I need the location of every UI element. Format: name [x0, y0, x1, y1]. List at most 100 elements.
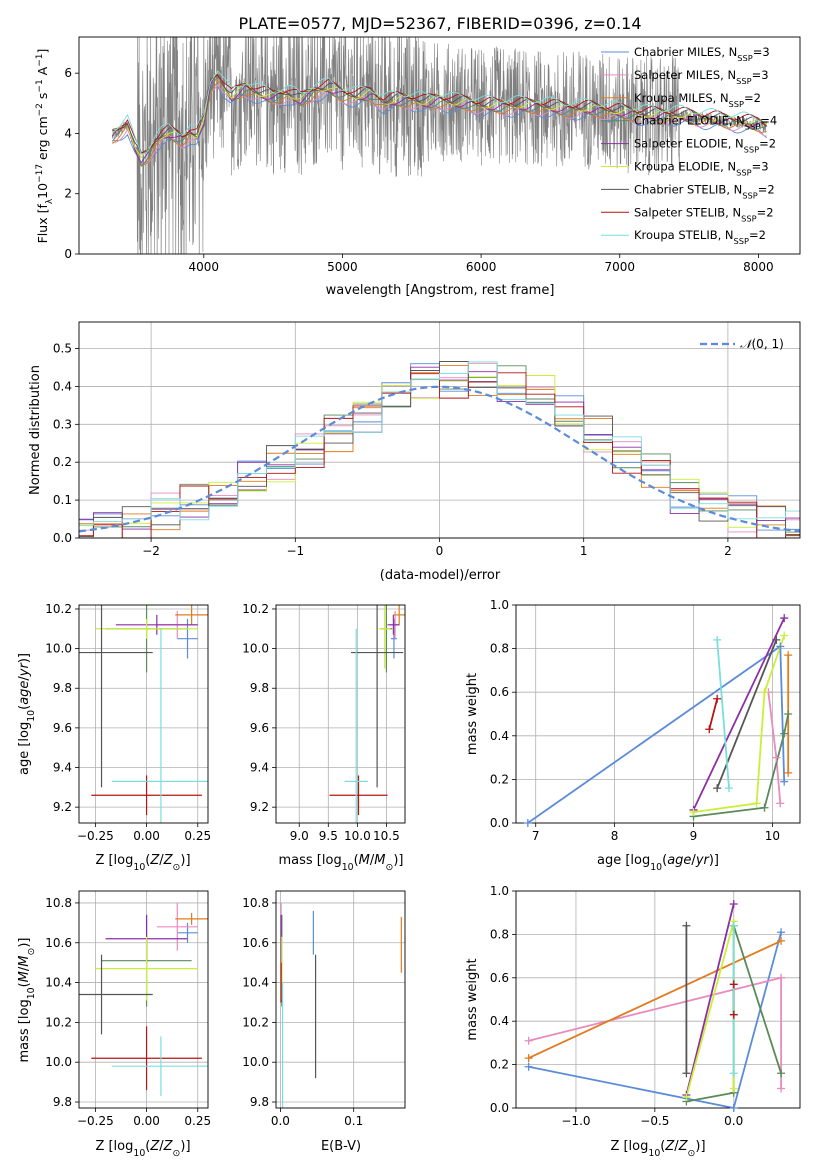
- x-tick-label: 8000: [743, 260, 774, 274]
- weight-marker: [776, 642, 785, 651]
- legend-entry-label: Salpeter MILES, NSSP=3: [634, 68, 769, 86]
- label-part: /: [691, 853, 696, 868]
- label-part: =2: [759, 137, 776, 151]
- label-part: mass [log: [279, 853, 342, 868]
- weight-vs-Z-x-label: Z [log10(Z/Z⊙)]: [610, 1139, 705, 1159]
- label-part: =2: [744, 91, 761, 105]
- y-tick-label: 4: [64, 126, 72, 140]
- legend-entry-label: Kroupa ELODIE, NSSP=3: [634, 160, 769, 178]
- x-tick-label: 7000: [604, 260, 635, 274]
- weight-marker: [713, 635, 722, 644]
- y-tick-label: 0.8: [490, 642, 509, 656]
- weight-marker: [780, 729, 789, 738]
- y-tick-label: 10.0: [45, 642, 72, 656]
- weight-series-line: [685, 903, 735, 1096]
- y-tick-label: 10.8: [45, 896, 72, 910]
- label-part: Salpeter MILES, N: [634, 68, 736, 82]
- label-part: SSP: [729, 99, 744, 109]
- age-vs-mass-frame: [275, 604, 406, 824]
- residuals-x-label: (data-model)/error: [380, 568, 501, 583]
- label-part: −1: [35, 79, 45, 92]
- label-part: Z [log: [95, 1139, 133, 1154]
- label-part: yr: [695, 853, 711, 868]
- label-part: 10: [133, 862, 145, 873]
- weight-marker: [760, 803, 769, 812]
- label-part: 10: [35, 183, 50, 199]
- label-part: yr: [17, 661, 32, 677]
- label-part: )]: [393, 853, 403, 868]
- y-tick-label: 9.4: [53, 761, 72, 775]
- legend-entry-label: Chabrier ELODIE, NSSP=4: [634, 114, 777, 132]
- label-part: ⊙: [26, 948, 37, 956]
- label-part: M: [374, 853, 385, 868]
- label-part: )]: [17, 653, 32, 663]
- weight-marker: [524, 1054, 533, 1063]
- legend-normal-label: 𝒩(0, 1): [740, 337, 784, 351]
- label-part: =2: [749, 228, 766, 242]
- spectrum-axes: 4000 5000 6000 7000 8000 0 2 4 6: [64, 36, 801, 274]
- weight-marker: [725, 784, 733, 793]
- label-part: (: [17, 982, 32, 987]
- weight-vs-age-frame: [515, 604, 801, 824]
- label-part: SSP: [736, 168, 751, 178]
- label-part: 10: [648, 1148, 660, 1159]
- y-tick-label: 0.4: [53, 379, 72, 393]
- x-tick-label: −1.0: [561, 1114, 590, 1128]
- weight-series-line: [693, 713, 790, 818]
- label-part: 10: [26, 987, 37, 999]
- legend-entry-label: Chabrier STELIB, NSSP=2: [634, 182, 775, 200]
- label-part: M: [17, 971, 32, 982]
- mass-vs-Z-axes: −0.25 0.00 0.25 9.8 10.0 10.2 10.4 10.6 10.8: [45, 890, 211, 1128]
- label-part: SSP: [737, 53, 752, 63]
- spectrum-model-line: [112, 73, 767, 154]
- y-tick-label: 9.8: [250, 1095, 269, 1109]
- y-tick-label: 0.6: [490, 971, 509, 985]
- label-part: age: [17, 681, 32, 705]
- label-part: (0, 1): [752, 337, 784, 351]
- weight-marker: [780, 777, 789, 786]
- x-tick-label: 9: [690, 829, 698, 843]
- label-part: 𝒩: [740, 337, 755, 351]
- x-tick-label: 0.25: [184, 829, 211, 843]
- mass-vs-Z-plot: [79, 902, 208, 1097]
- label-part: Z: [163, 1139, 174, 1154]
- x-tick-label: 10.0: [344, 829, 371, 843]
- spectrum-frame: [78, 36, 801, 255]
- label-part: ]: [35, 49, 50, 54]
- label-part: Z [log: [95, 853, 133, 868]
- label-part: (: [354, 853, 359, 868]
- y-tick-label: 0.4: [490, 1014, 509, 1028]
- weight-marker: [523, 819, 532, 827]
- label-part: age: [667, 853, 691, 868]
- label-part: Z: [149, 853, 160, 868]
- weight-marker: [760, 688, 769, 697]
- label-part: )]: [695, 1139, 705, 1154]
- y-tick-label: 9.6: [53, 721, 72, 735]
- label-part: SSP: [734, 236, 749, 246]
- weight-marker: [682, 921, 691, 930]
- weight-marker: [729, 1069, 738, 1078]
- weight-marker: [780, 614, 789, 623]
- label-part: /: [370, 853, 375, 868]
- legend-entry-label: Chabrier MILES, NSSP=3: [634, 45, 770, 63]
- label-part: SSP: [744, 145, 759, 155]
- age-vs-mass-plot: [329, 605, 405, 823]
- x-tick-label: −0.5: [640, 1114, 669, 1128]
- weight-marker: [524, 1036, 533, 1045]
- label-part: Chabrier STELIB, N: [634, 182, 742, 196]
- x-tick-label: 10: [765, 829, 780, 843]
- label-part: (: [662, 853, 667, 868]
- histogram-series: [79, 372, 800, 538]
- x-tick-label: 7: [532, 829, 540, 843]
- y-tick-label: 10.2: [242, 602, 269, 616]
- age-vs-Z-plot: [79, 605, 208, 823]
- y-tick-label: 0.3: [53, 417, 72, 431]
- spectrum-model-line: [112, 70, 767, 155]
- label-part: ⊙: [173, 1148, 181, 1159]
- legend-entry-label: Salpeter STELIB, NSSP=2: [634, 205, 774, 223]
- label-part: Z [log: [610, 1139, 648, 1154]
- y-tick-label: 6: [64, 66, 72, 80]
